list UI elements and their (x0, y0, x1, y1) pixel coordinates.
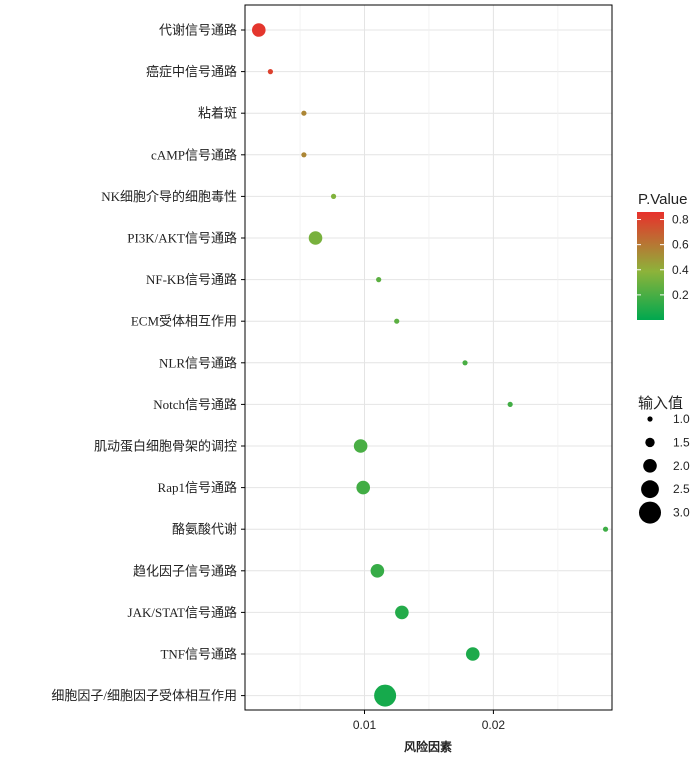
data-point (330, 193, 337, 199)
size-legend-dot (639, 501, 661, 524)
y-tick-label: NF-KB信号通路 (146, 272, 237, 287)
y-tick-label: cAMP信号通路 (151, 147, 237, 162)
y-tick-label: 肌动蛋白细胞骨架的调控 (94, 439, 237, 454)
x-axis-tick-labels: 0.01 0.02 (353, 710, 506, 732)
y-tick-label: 癌症中信号通路 (146, 64, 237, 79)
data-point (374, 684, 397, 707)
y-tick-label: NK细胞介导的细胞毒性 (101, 189, 237, 204)
size-legend-dot (645, 437, 655, 448)
y-tick-label: NLR信号通路 (159, 355, 237, 370)
data-point (353, 439, 368, 453)
data-point (267, 69, 273, 75)
size-legend-label: 2.0 (673, 459, 690, 473)
data-point (308, 231, 323, 245)
data-point (370, 564, 385, 578)
x-tick-label: 0.02 (482, 718, 506, 732)
color-tick-label: 0.2 (672, 288, 689, 302)
y-tick-label: TNF信号通路 (160, 647, 237, 662)
size-legend-label: 1.0 (673, 412, 690, 426)
y-tick-label: 酪氨酸代谢 (172, 522, 237, 537)
y-tick-label: 细胞因子/细胞因子受体相互作用 (51, 688, 237, 703)
size-legend-title: 输入值 (638, 395, 683, 412)
size-legend-dot (647, 416, 653, 422)
grid-lines (245, 5, 612, 710)
plot-panel (244, 4, 613, 711)
x-axis-title: 风险因素 (404, 739, 452, 754)
data-point (394, 318, 400, 324)
color-tick-label: 0.6 (672, 238, 689, 252)
y-tick-label: 代谢信号通路 (159, 23, 237, 38)
data-points (251, 23, 609, 707)
color-tick-label: 0.8 (672, 213, 689, 227)
size-legend-label: 3.0 (673, 506, 690, 520)
color-legend: P.Value 0.2 0.4 0.6 0.8 (637, 191, 689, 320)
x-tick-label: 0.01 (353, 718, 377, 732)
y-tick-label: JAK/STAT信号通路 (128, 605, 237, 620)
size-legend-label: 1.5 (673, 435, 690, 449)
data-point (602, 526, 609, 532)
y-tick-label: 趋化因子信号通路 (133, 563, 237, 578)
data-point (462, 360, 468, 366)
size-legend: 输入值 1.0 1.5 2.0 2.5 3.0 (638, 395, 690, 524)
size-legend-dot (641, 480, 659, 499)
y-tick-label: PI3K/AKT信号通路 (127, 231, 237, 246)
y-tick-label: 粘着斑 (198, 106, 237, 121)
data-point (356, 480, 371, 495)
data-point (376, 277, 382, 283)
size-legend-dot (643, 459, 657, 473)
data-point (507, 401, 513, 407)
y-tick-label: Rap1信号通路 (158, 480, 237, 495)
color-tick-label: 0.4 (672, 263, 689, 277)
data-point (301, 110, 307, 116)
size-legend-label: 2.5 (673, 482, 690, 496)
color-scale-bar (637, 212, 664, 320)
data-point (301, 152, 307, 158)
data-point (251, 23, 266, 37)
color-legend-title: P.Value (638, 191, 688, 208)
y-tick-label: Notch信号通路 (153, 397, 237, 412)
y-tick-label: ECM受体相互作用 (131, 314, 237, 329)
data-point (395, 605, 409, 620)
data-point (465, 647, 480, 661)
